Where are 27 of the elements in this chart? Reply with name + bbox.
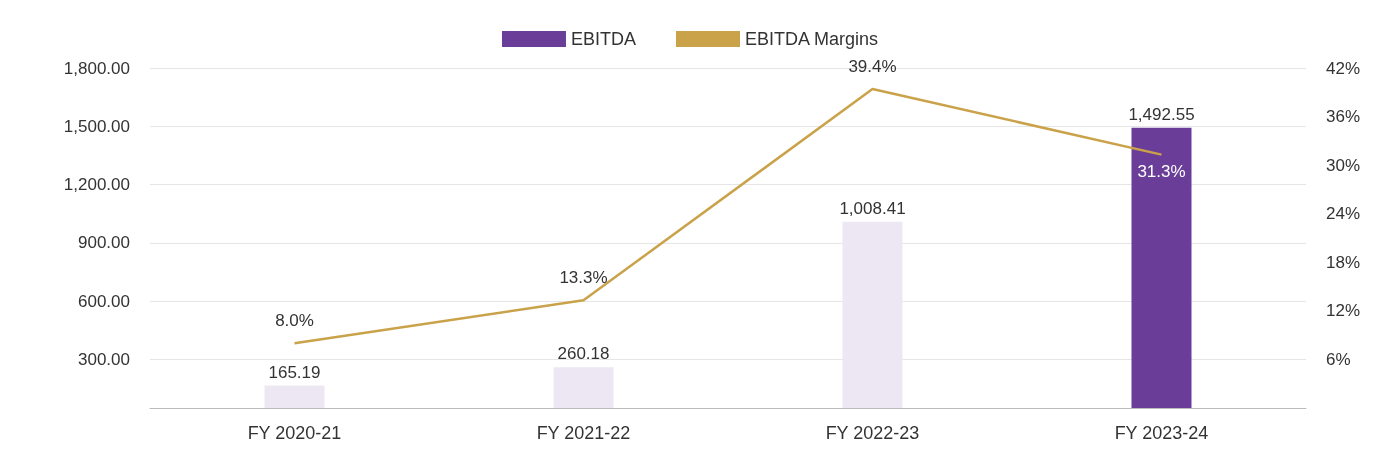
y-tick-label: 600.00	[78, 291, 130, 311]
legend-label: EBITDA	[570, 29, 636, 49]
data-label: 39.4%	[848, 57, 897, 77]
y2-tick-label: 30%	[1326, 155, 1361, 175]
y-tick-label: 1,200.00	[63, 175, 130, 195]
x-tick-label: FY 2023-24	[1114, 423, 1209, 443]
y2-tick-label: 24%	[1326, 204, 1361, 224]
x-tick-label: FY 2022-23	[825, 423, 920, 443]
data-label: 1,008.41	[839, 198, 906, 218]
data-label: 1,492.55	[1128, 104, 1195, 124]
data-label: 260.18	[557, 344, 610, 364]
y-tick-label: 900.00	[78, 233, 130, 253]
y2-tick-label: 18%	[1326, 252, 1361, 272]
data-label: 13.3%	[559, 268, 608, 288]
data-label: 8.0%	[275, 311, 314, 331]
y2-tick-label: 42%	[1326, 58, 1361, 78]
data-label: 31.3%	[1137, 161, 1186, 181]
y-tick-label: 1,500.00	[63, 116, 130, 136]
data-label: 165.19	[268, 362, 321, 382]
x-tick-label: FY 2021-22	[536, 423, 631, 443]
y-tick-label: 1,800.00	[63, 58, 130, 78]
y2-tick-label: 6%	[1326, 349, 1351, 369]
y2-tick-label: 12%	[1326, 301, 1361, 321]
legend-label: EBITDA Margins	[744, 29, 879, 49]
y2-tick-label: 36%	[1326, 107, 1361, 127]
x-tick-label: FY 2020-21	[247, 423, 342, 443]
y-tick-label: 300.00	[78, 349, 130, 369]
